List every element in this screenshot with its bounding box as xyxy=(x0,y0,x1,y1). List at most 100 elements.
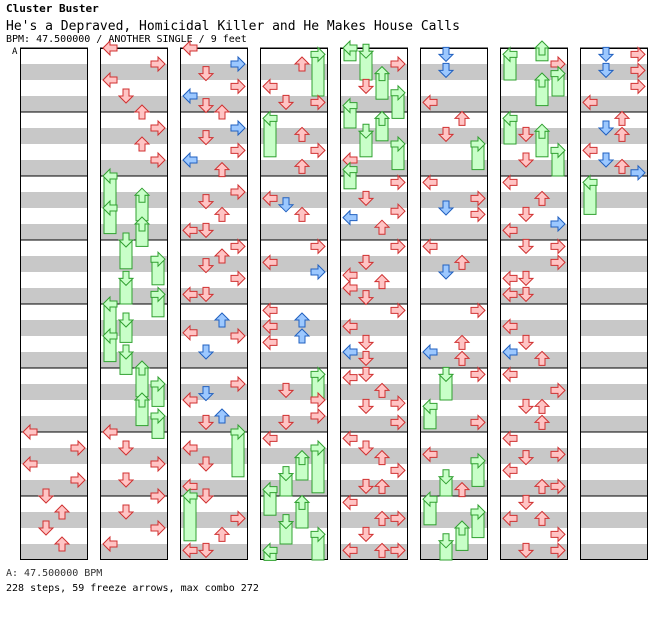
step-arrow-left xyxy=(502,510,518,527)
step-arrow-right xyxy=(310,407,326,425)
beat-stripe xyxy=(580,352,648,368)
freeze-head-arrow xyxy=(533,123,551,139)
beat-stripe xyxy=(340,224,408,240)
step-arrow-down xyxy=(117,88,135,104)
song-title: He's a Depraved, Homicidal Killer and He… xyxy=(6,19,460,34)
step-arrow-down xyxy=(277,414,295,431)
step-arrow-up xyxy=(373,382,391,398)
freeze-arrow xyxy=(150,407,166,439)
step-arrow-down xyxy=(197,222,215,239)
step-arrow-right xyxy=(390,238,406,255)
step-arrow-up xyxy=(213,408,231,424)
step-arrow-down xyxy=(197,414,215,431)
column-border xyxy=(100,48,168,560)
step-arrow-up xyxy=(373,510,391,526)
step-arrow-up xyxy=(213,312,231,328)
step-arrow-down xyxy=(517,542,535,559)
step-arrow-down xyxy=(517,126,535,143)
freeze-arrow xyxy=(150,375,166,407)
step-arrow-left xyxy=(262,78,278,95)
beat-stripe xyxy=(100,512,168,528)
beat-stripe xyxy=(20,96,88,112)
step-arrow-right xyxy=(230,142,246,159)
step-arrow-down xyxy=(197,130,215,146)
step-arrow-up xyxy=(293,206,311,222)
step-arrow-down xyxy=(117,472,135,488)
freeze-arrow xyxy=(310,366,326,401)
freeze-head-arrow xyxy=(150,286,166,303)
freeze-arrow xyxy=(422,398,438,430)
freeze-arrow xyxy=(357,43,375,81)
step-arrow-up xyxy=(453,254,471,270)
step-arrow-right xyxy=(150,487,166,505)
step-arrow-left xyxy=(502,222,518,239)
freeze-arrow xyxy=(550,142,566,177)
step-arrow-down xyxy=(517,286,535,303)
step-arrow-right xyxy=(550,254,566,271)
freeze-head-arrow xyxy=(133,216,151,232)
step-arrow-down xyxy=(197,66,215,82)
freeze-head-arrow xyxy=(357,123,375,139)
freeze-head-arrow xyxy=(310,439,326,457)
beat-stripe xyxy=(20,352,88,368)
freeze-arrow xyxy=(277,466,295,497)
step-arrow-up xyxy=(533,350,551,366)
beat-stripe xyxy=(340,352,408,368)
beat-stripe xyxy=(340,128,408,144)
freeze-head-arrow xyxy=(502,46,518,63)
freeze-arrow xyxy=(533,72,551,107)
step-arrow-left xyxy=(422,174,438,191)
step-arrow-down xyxy=(357,440,375,456)
step-stats: 228 steps, 59 freeze arrows, max combo 2… xyxy=(6,583,259,594)
beat-stripe xyxy=(100,416,168,432)
step-arrow-left xyxy=(262,254,278,271)
step-arrow-right xyxy=(550,446,566,463)
step-arrow-left xyxy=(342,494,358,511)
step-arrow-right xyxy=(630,62,646,79)
beat-stripe xyxy=(580,320,648,336)
step-arrow-left xyxy=(182,439,198,457)
beat-stripe xyxy=(580,544,648,560)
beat-stripe xyxy=(420,544,488,560)
step-arrow-left xyxy=(422,94,438,111)
step-arrow-right xyxy=(150,455,166,473)
freeze-arrow xyxy=(102,167,118,209)
freeze-arrow xyxy=(342,39,358,62)
freeze-arrow xyxy=(470,503,486,539)
step-arrow-down xyxy=(517,334,535,351)
step-arrow-up xyxy=(213,104,231,120)
step-arrow-right xyxy=(150,119,166,137)
step-arrow-down xyxy=(197,98,215,114)
step-arrow-right xyxy=(550,478,566,495)
beat-stripe xyxy=(420,384,488,400)
step-arrow-up xyxy=(453,481,471,498)
beat-stripe xyxy=(580,384,648,400)
step-arrow-up xyxy=(293,312,311,328)
chart-column xyxy=(340,47,408,560)
song-info: BPM: 47.500000 / ANOTHER SINGLE / 9 feet xyxy=(6,34,247,45)
step-arrow-right xyxy=(150,55,166,73)
beat-stripe xyxy=(20,224,88,240)
column-border xyxy=(340,48,408,560)
freeze-head-arrow xyxy=(277,514,295,530)
freeze-head-arrow xyxy=(373,65,391,82)
column-border xyxy=(260,48,328,560)
freeze-arrow xyxy=(502,110,518,145)
beat-stripe xyxy=(340,64,408,80)
step-arrow-left xyxy=(102,423,118,441)
beat-stripe xyxy=(20,64,88,80)
beat-stripe xyxy=(420,352,488,368)
freeze-arrow xyxy=(310,439,326,494)
freeze-head-arrow xyxy=(357,43,375,59)
step-arrow-down xyxy=(517,270,535,287)
speed-marker: A xyxy=(12,47,18,57)
step-arrow-down xyxy=(357,398,375,415)
freeze-arrow xyxy=(310,526,326,561)
step-arrow-up xyxy=(613,126,631,142)
freeze-head-arrow xyxy=(342,97,358,114)
beat-stripe xyxy=(20,384,88,400)
step-arrow-up xyxy=(613,110,631,126)
step-arrow-left xyxy=(502,174,518,191)
step-arrow-left xyxy=(422,343,438,361)
step-arrow-up xyxy=(133,136,151,152)
